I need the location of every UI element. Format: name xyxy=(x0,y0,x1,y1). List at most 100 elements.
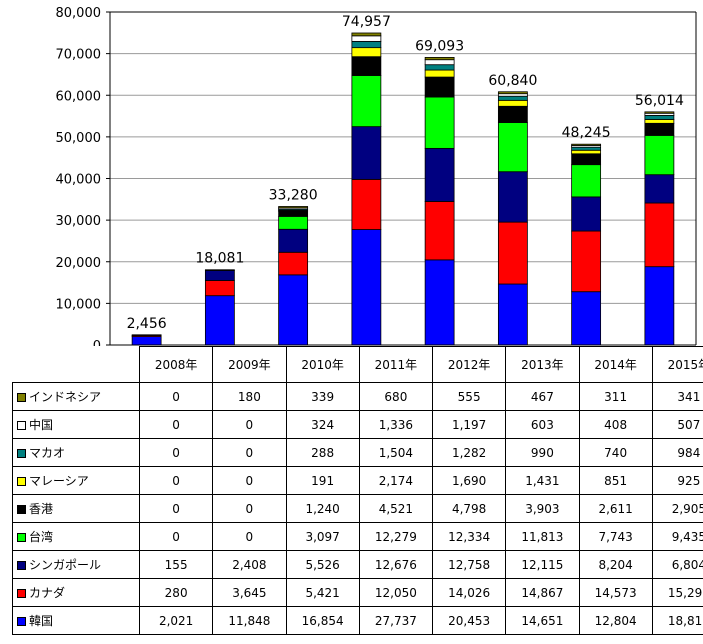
bar-segment xyxy=(351,56,382,76)
table-cell: 2,174 xyxy=(358,466,434,495)
y-tick-label: 70,000 xyxy=(56,48,102,63)
x-tick-label: 2015年 xyxy=(651,346,703,383)
bar-segment xyxy=(571,164,602,198)
total-label: 48,245 xyxy=(562,125,611,141)
bar-segment xyxy=(644,114,675,120)
bar-segment xyxy=(278,215,309,230)
bar-segment xyxy=(497,171,528,223)
bar-segment xyxy=(424,64,455,71)
bar-segment xyxy=(278,228,309,253)
table-cell: 9,435 xyxy=(651,522,703,551)
bar-segment xyxy=(497,91,528,95)
table-cell: 0 xyxy=(138,494,214,523)
table-cell: 14,573 xyxy=(578,578,653,607)
legend-swatch xyxy=(17,477,26,486)
table-cell: 1,336 xyxy=(358,410,434,439)
total-label: 18,081 xyxy=(195,251,244,267)
bar-segment xyxy=(644,119,675,124)
table-row: 台湾 0 0 3,097 12,279 12,334 11,813 7,743 9,435 xyxy=(12,522,703,551)
bar-segment xyxy=(424,69,455,78)
bar-segment xyxy=(351,35,382,42)
table-cell: 341 xyxy=(651,382,703,411)
table-cell: 14,867 xyxy=(505,578,580,607)
table-cell: 0 xyxy=(212,438,287,467)
bar-segment xyxy=(644,202,675,268)
table-cell: 555 xyxy=(431,382,507,411)
bar-segment xyxy=(571,230,602,293)
x-tick-label: 2010年 xyxy=(285,346,360,383)
legend-swatch xyxy=(17,449,26,458)
table-cell: 4,798 xyxy=(431,494,507,523)
legend-swatch xyxy=(17,421,26,430)
bar-segment xyxy=(204,269,235,271)
y-tick-label: 30,000 xyxy=(56,214,102,229)
table-cell: 0 xyxy=(138,382,214,411)
bar-segment xyxy=(204,270,235,281)
bar-segment xyxy=(351,75,382,128)
table-cell: 288 xyxy=(285,438,360,467)
table-cell: 0 xyxy=(138,522,214,551)
bar-segment xyxy=(571,196,602,232)
y-tick-label: 20,000 xyxy=(56,256,102,271)
table-cell: 20,453 xyxy=(431,606,507,635)
bar-segment xyxy=(424,57,455,61)
x-tick-label: 2009年 xyxy=(212,346,287,383)
table-cell: 12,279 xyxy=(358,522,434,551)
legend-swatch xyxy=(17,589,26,598)
x-tick-label: 2008年 xyxy=(138,346,214,383)
table-cell: 0 xyxy=(212,522,287,551)
table-cell: 12,050 xyxy=(358,578,434,607)
series-label: カナダ xyxy=(12,578,140,607)
bar-segment xyxy=(204,280,235,297)
y-tick-label: 40,000 xyxy=(56,173,102,188)
bar-segment xyxy=(351,32,382,37)
table-cell: 984 xyxy=(651,438,703,467)
legend-swatch xyxy=(17,617,26,626)
legend-swatch xyxy=(17,533,26,542)
bar-segment xyxy=(278,210,309,217)
table-cell: 339 xyxy=(285,382,360,411)
table-cell: 851 xyxy=(578,466,653,495)
x-tick-label: 2011年 xyxy=(358,346,434,383)
x-tick-label: 2012年 xyxy=(431,346,507,383)
bar-segment xyxy=(497,122,528,173)
series-label: 韓国 xyxy=(12,606,140,635)
bar-segment xyxy=(204,295,235,346)
bar-segment xyxy=(424,96,455,149)
series-name: カナダ xyxy=(29,586,66,600)
bar-segment xyxy=(644,135,675,176)
table-cell: 16,854 xyxy=(285,606,360,635)
series-label: マレーシア xyxy=(12,466,140,495)
bar-segment xyxy=(278,206,309,209)
table-cell: 12,676 xyxy=(358,550,434,579)
table-cell: 1,197 xyxy=(431,410,507,439)
y-tick-label: 60,000 xyxy=(56,89,102,104)
table-cell: 12,334 xyxy=(431,522,507,551)
table-cell: 2,611 xyxy=(578,494,653,523)
bar-segment xyxy=(278,274,309,346)
table-cell: 680 xyxy=(358,382,434,411)
table-row: カナダ 280 3,645 5,421 12,050 14,026 14,867 14,573… xyxy=(12,578,703,607)
table-row: シンガポール 155 2,408 5,526 12,676 12,758 12,115 8,2… xyxy=(12,550,703,579)
total-label: 33,280 xyxy=(269,187,318,203)
bar-segment xyxy=(644,111,675,114)
bar-segment xyxy=(351,229,382,346)
bar-segment xyxy=(424,259,455,346)
table-cell: 0 xyxy=(138,466,214,495)
table-cell: 14,651 xyxy=(505,606,580,635)
total-label: 60,840 xyxy=(488,73,537,89)
table-cell: 11,813 xyxy=(505,522,580,551)
series-label: マカオ xyxy=(12,438,140,467)
table-cell: 180 xyxy=(212,382,287,411)
bar-segment xyxy=(497,221,528,285)
table-row: インドネシア 0 180 339 680 555 467 311 341 xyxy=(12,382,703,411)
bar-segment xyxy=(571,146,602,151)
series-name: 香港 xyxy=(29,502,54,516)
stacked-bar-chart: 0 10,000 20,000 30,000 40,000 50,000 60,000 70,… xyxy=(56,6,697,346)
table-cell: 0 xyxy=(212,494,287,523)
bar-segment xyxy=(424,59,455,66)
table-cell: 0 xyxy=(138,438,214,467)
table-cell: 311 xyxy=(578,382,653,411)
table-corner-cell xyxy=(12,346,140,383)
bar-segment xyxy=(571,149,602,155)
